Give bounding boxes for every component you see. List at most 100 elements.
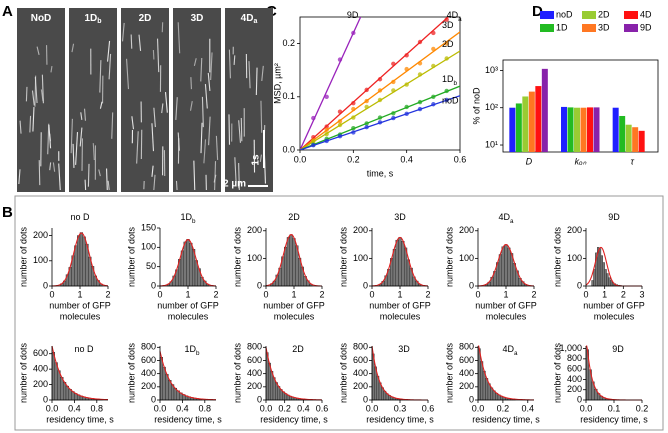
x-tick-label: 2	[621, 289, 626, 299]
histogram-title: 2D	[288, 212, 300, 222]
y-tick-label: 600	[33, 348, 48, 358]
histogram-bar	[593, 269, 596, 287]
histogram-bar	[74, 245, 78, 287]
data-point	[351, 115, 356, 120]
data-point	[444, 17, 449, 22]
streak	[71, 43, 75, 53]
streak	[189, 101, 193, 111]
series-label: noD	[442, 96, 459, 106]
y-tick-label: 400	[353, 368, 368, 378]
y-axis-label: MSD, µm²	[272, 63, 282, 104]
y-axis-label: number of dots	[18, 226, 28, 287]
streak	[70, 118, 73, 154]
x-tick-label: 0.3	[394, 403, 407, 413]
y-axis-label: number of dots	[126, 342, 136, 403]
streak	[49, 162, 52, 171]
streak	[58, 163, 61, 191]
y-axis-label: number of dots	[18, 342, 28, 403]
bar	[522, 96, 529, 152]
fit-curve	[265, 234, 322, 287]
category-label: D	[526, 156, 533, 166]
x-tick-label: 0	[583, 289, 588, 299]
y-tick-label: 100	[353, 253, 368, 263]
y-tick-label: 0	[151, 394, 156, 404]
histogram-bar	[54, 362, 58, 401]
histogram-bar	[602, 262, 605, 287]
streak	[151, 123, 155, 152]
x-tick-label: 1	[503, 289, 508, 299]
x-axis-label: molecules	[60, 311, 101, 321]
legend-label: 3D	[598, 22, 610, 32]
streak	[138, 34, 142, 52]
data-point	[391, 61, 396, 67]
category-label: τ	[630, 156, 634, 166]
histogram-title-sub: b	[192, 218, 196, 225]
streak	[48, 124, 52, 149]
x-tick-label: 1	[397, 289, 402, 299]
fit-curve	[372, 236, 428, 287]
y-tick-label: 100	[247, 253, 262, 263]
legend-swatch	[624, 24, 638, 32]
streak	[248, 61, 251, 89]
histogram-title: 1Db	[184, 344, 200, 357]
series-label-main: 3D	[442, 20, 454, 30]
y-tick-label: 600	[353, 355, 368, 365]
streak	[40, 89, 44, 102]
x-tick-label: 0.6	[454, 154, 467, 164]
kymograph	[121, 8, 169, 192]
kymograph-label: 1Db	[84, 13, 101, 26]
bar	[632, 127, 639, 152]
fit-curve	[160, 239, 216, 287]
histogram-bar	[76, 235, 81, 287]
y-tick-label: 800	[247, 342, 262, 352]
y-tick-label: 0	[469, 394, 474, 404]
y-tick-label: 0	[577, 280, 582, 290]
x-axis-label: time, s	[367, 168, 394, 178]
y-tick-label: 150	[141, 222, 156, 232]
series-label: 9D	[347, 10, 359, 20]
streak	[200, 122, 203, 154]
histogram-title: 9D	[608, 212, 620, 222]
histogram-title: 4Da	[502, 344, 518, 357]
y-axis-label: number of dots	[338, 226, 348, 287]
histogram-title-main: 3D	[394, 212, 406, 222]
x-tick-label: 0.0	[472, 403, 485, 413]
y-tick-label: 0	[469, 280, 474, 290]
series-label: 4Da	[447, 10, 463, 23]
histogram-bar	[286, 237, 290, 287]
kymograph-label-main: NoD	[31, 13, 52, 24]
bar	[567, 107, 574, 152]
x-tick-label: 0.4	[522, 403, 535, 413]
legend-swatch	[624, 11, 638, 19]
data-point	[311, 139, 316, 144]
streak	[152, 49, 155, 60]
data-point	[337, 122, 343, 128]
streak	[261, 65, 264, 82]
histogram-bar	[507, 247, 511, 287]
bar	[593, 107, 600, 152]
data-point	[337, 57, 343, 62]
y-tick-label: 200	[353, 381, 368, 391]
fit-curve	[51, 345, 108, 401]
data-point	[417, 39, 423, 45]
streak	[208, 116, 211, 146]
x-tick-label: 0.4	[400, 154, 413, 164]
streak	[153, 174, 156, 191]
y-tick-label: 0	[257, 394, 262, 404]
legend-label: noD	[556, 9, 573, 19]
data-point	[337, 109, 343, 114]
streak	[228, 49, 231, 79]
legend-swatch	[582, 11, 596, 19]
bar	[574, 107, 580, 152]
y-tick-label: 400	[33, 364, 48, 374]
histogram-title-sub: a	[514, 350, 518, 357]
streak	[228, 114, 231, 145]
histogram-title-main: 3D	[398, 344, 410, 354]
histogram-bar	[401, 241, 405, 287]
streak	[153, 107, 156, 128]
histogram-title-main: 4D	[498, 212, 510, 222]
kymograph-label: 3D	[191, 13, 204, 24]
data-point	[417, 61, 423, 66]
x-axis-label: molecules	[274, 311, 315, 321]
